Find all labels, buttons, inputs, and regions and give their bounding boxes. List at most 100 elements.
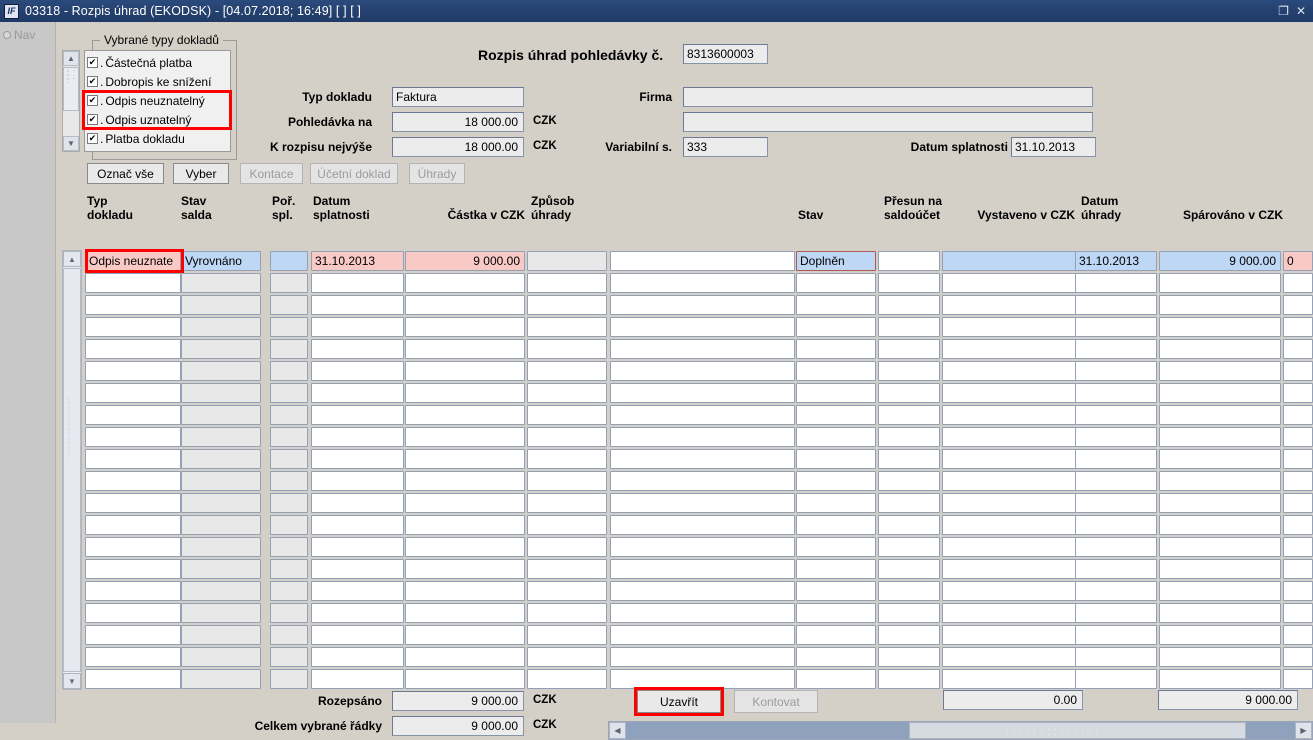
cell-empty[interactable] xyxy=(85,515,181,535)
cell-empty[interactable] xyxy=(405,339,525,359)
cell-empty[interactable] xyxy=(527,603,607,623)
cell-empty[interactable] xyxy=(878,449,940,469)
cell-empty[interactable] xyxy=(878,295,940,315)
cell-empty[interactable] xyxy=(311,405,404,425)
cell-empty[interactable] xyxy=(1075,669,1157,689)
cell-empty[interactable] xyxy=(181,669,261,689)
cell-empty[interactable] xyxy=(796,317,876,337)
cell-empty[interactable] xyxy=(85,559,181,579)
cell-empty[interactable] xyxy=(610,647,795,667)
cell-empty[interactable] xyxy=(85,603,181,623)
cell-empty[interactable] xyxy=(878,317,940,337)
cell-empty[interactable] xyxy=(1283,427,1313,447)
cell-empty[interactable] xyxy=(1283,647,1313,667)
nav-toggle[interactable]: Nav xyxy=(3,26,51,43)
cell-empty[interactable] xyxy=(1283,603,1313,623)
cell-empty[interactable] xyxy=(610,427,795,447)
cell-empty[interactable] xyxy=(1159,339,1281,359)
doc-types-scroll-thumb[interactable] xyxy=(63,67,79,111)
cell-empty[interactable] xyxy=(878,405,940,425)
cell-empty[interactable] xyxy=(1075,603,1157,623)
cell-empty[interactable] xyxy=(1075,361,1157,381)
cell-empty[interactable] xyxy=(796,449,876,469)
table-row-empty[interactable] xyxy=(84,382,1313,404)
uzavrit-button[interactable]: Uzavřít xyxy=(637,690,721,713)
cell-empty[interactable] xyxy=(796,647,876,667)
k-rozpisu-nejvyse-field[interactable]: 18 000.00 xyxy=(392,137,524,157)
cell-empty[interactable] xyxy=(1159,603,1281,623)
cell-empty[interactable] xyxy=(878,603,940,623)
cell-empty[interactable] xyxy=(527,427,607,447)
cell-empty[interactable] xyxy=(1075,427,1157,447)
cell-empty[interactable] xyxy=(311,383,404,403)
checkbox-icon[interactable]: ✔ xyxy=(87,95,98,106)
grid-scroll-right-icon[interactable]: ▶ xyxy=(1295,722,1312,739)
cell-empty[interactable] xyxy=(796,427,876,447)
cell-empty[interactable] xyxy=(527,581,607,601)
cell-empty[interactable] xyxy=(1159,515,1281,535)
cell-empty[interactable] xyxy=(311,493,404,513)
cell-empty[interactable] xyxy=(1159,361,1281,381)
cell-empty[interactable] xyxy=(1283,361,1313,381)
cell-stav-salda[interactable]: Vyrovnáno xyxy=(181,251,261,271)
cell-empty[interactable] xyxy=(270,449,308,469)
cell-empty[interactable] xyxy=(878,647,940,667)
grid-horizontal-scrollbar[interactable]: ◀ . . . . . . . . . . . . . .. . . . . .… xyxy=(608,721,1313,740)
cell-empty[interactable] xyxy=(1075,581,1157,601)
cell-empty[interactable] xyxy=(1075,493,1157,513)
cell-typ-dokladu[interactable]: Odpis neuznate xyxy=(85,251,181,271)
cell-empty[interactable] xyxy=(85,471,181,491)
cell-empty[interactable] xyxy=(405,559,525,579)
doc-type-item-odpis-neuznatelny[interactable]: ✔ . Odpis neuznatelný xyxy=(87,91,230,110)
cell-empty[interactable] xyxy=(610,449,795,469)
cell-empty[interactable] xyxy=(181,559,261,579)
cell-empty[interactable] xyxy=(527,317,607,337)
cell-empty[interactable] xyxy=(311,339,404,359)
cell-empty[interactable] xyxy=(1075,449,1157,469)
cell-empty[interactable] xyxy=(610,669,795,689)
cell-empty[interactable] xyxy=(610,405,795,425)
cell-por-spl[interactable] xyxy=(270,251,308,271)
cell-empty[interactable] xyxy=(85,449,181,469)
cell-empty[interactable] xyxy=(405,317,525,337)
cell-empty[interactable] xyxy=(311,625,404,645)
cell-empty[interactable] xyxy=(405,625,525,645)
cell-empty[interactable] xyxy=(181,405,261,425)
firma-field[interactable] xyxy=(683,87,1093,107)
cell-empty[interactable] xyxy=(270,647,308,667)
cell-empty[interactable] xyxy=(181,603,261,623)
cell-empty[interactable] xyxy=(610,603,795,623)
cell-empty[interactable] xyxy=(796,581,876,601)
cell-extra[interactable]: 0 xyxy=(1283,251,1313,271)
cell-empty[interactable] xyxy=(527,405,607,425)
select-all-button[interactable]: Označ vše xyxy=(87,163,164,184)
cell-empty[interactable] xyxy=(527,383,607,403)
cell-datum-splatnosti[interactable]: 31.10.2013 xyxy=(311,251,404,271)
cell-empty[interactable] xyxy=(610,559,795,579)
cell-empty[interactable] xyxy=(311,669,404,689)
cell-empty[interactable] xyxy=(405,669,525,689)
cell-empty[interactable] xyxy=(270,427,308,447)
cell-empty[interactable] xyxy=(405,581,525,601)
cell-empty[interactable] xyxy=(1283,625,1313,645)
cell-empty[interactable] xyxy=(85,295,181,315)
cell-empty[interactable] xyxy=(527,339,607,359)
cell-empty[interactable] xyxy=(796,361,876,381)
cell-presun-na-saldoucet[interactable] xyxy=(878,251,940,271)
cell-empty[interactable] xyxy=(1159,647,1281,667)
cell-empty[interactable] xyxy=(1075,273,1157,293)
table-row-empty[interactable] xyxy=(84,514,1313,536)
cell-empty[interactable] xyxy=(85,625,181,645)
cell-empty[interactable] xyxy=(610,273,795,293)
doc-types-scroll-up-icon[interactable]: ▲ xyxy=(63,51,79,66)
table-row-empty[interactable] xyxy=(84,404,1313,426)
table-row-empty[interactable] xyxy=(84,646,1313,668)
cell-empty[interactable] xyxy=(181,361,261,381)
cell-empty[interactable] xyxy=(1159,493,1281,513)
cell-empty[interactable] xyxy=(1283,581,1313,601)
doc-types-scroll-down-icon[interactable]: ▼ xyxy=(63,136,79,151)
cell-empty[interactable] xyxy=(1075,317,1157,337)
cell-empty[interactable] xyxy=(85,427,181,447)
cell-empty[interactable] xyxy=(1159,581,1281,601)
table-row[interactable]: Odpis neuznate Vyrovnáno 31.10.2013 9 00… xyxy=(84,250,1313,272)
